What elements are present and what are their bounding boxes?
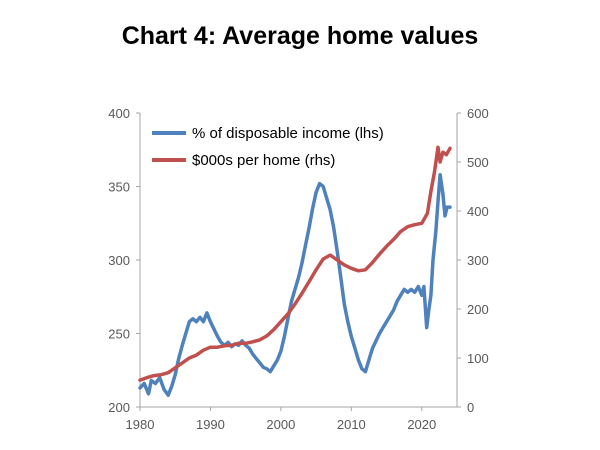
series-layer — [138, 145, 452, 397]
legend-label-2: $000s per home (rhs) — [192, 152, 335, 169]
right-y-tick-label: 600 — [467, 106, 489, 121]
right-y-tick-label: 100 — [467, 351, 489, 366]
tick-layer: 200 250 300 350 400 0 100 200 300 400 500 600 1980 19… — [108, 106, 488, 432]
series-line-2 — [138, 145, 452, 382]
left-y-tick-label: 250 — [108, 327, 130, 342]
x-tick-label: 1980 — [126, 417, 155, 432]
x-tick-label: 2000 — [266, 417, 295, 432]
series-line-1 — [138, 172, 452, 397]
right-y-tick-label: 200 — [467, 302, 489, 317]
left-y-tick-label: 300 — [108, 253, 130, 268]
x-tick-label: 1990 — [196, 417, 225, 432]
legend-label-1: % of disposable income (lhs) — [192, 125, 384, 142]
x-tick-label: 2020 — [407, 417, 436, 432]
left-y-tick-label: 350 — [108, 180, 130, 195]
x-tick-label: 2010 — [337, 417, 366, 432]
right-y-tick-label: 400 — [467, 204, 489, 219]
right-y-tick-label: 0 — [467, 400, 474, 415]
legend: % of disposable income (lhs) $000s per ho… — [152, 125, 384, 169]
chart-title: Chart 4: Average home values — [121, 22, 479, 50]
right-y-tick-label: 300 — [467, 253, 489, 268]
left-y-tick-label: 200 — [108, 400, 130, 415]
left-y-tick-label: 400 — [108, 106, 130, 121]
right-y-tick-label: 500 — [467, 155, 489, 170]
